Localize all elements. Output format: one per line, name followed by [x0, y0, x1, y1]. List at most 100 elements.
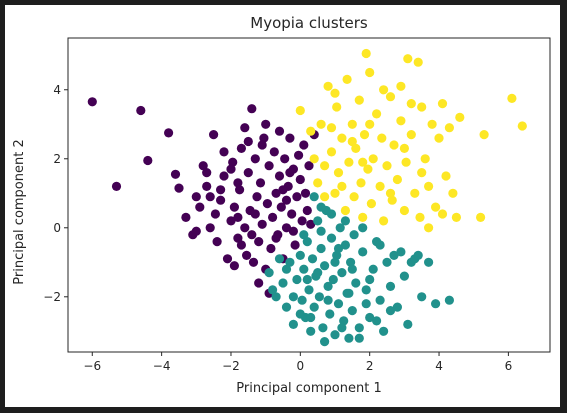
point-cluster-2-61 [365, 119, 375, 129]
point-cluster-1-71 [320, 337, 330, 347]
point-cluster-2-41 [413, 57, 423, 67]
point-cluster-1-64 [358, 223, 368, 233]
point-cluster-1-7 [295, 250, 305, 260]
point-cluster-1-47 [379, 326, 389, 336]
point-cluster-2-32 [387, 195, 397, 205]
point-cluster-1-28 [332, 250, 342, 260]
point-cluster-0-49 [281, 223, 292, 233]
point-cluster-2-58 [309, 154, 319, 164]
point-cluster-1-44 [368, 264, 378, 274]
point-cluster-1-61 [316, 202, 326, 212]
point-cluster-2-68 [399, 143, 409, 153]
y-axis-label: Principal component 2 [12, 139, 27, 284]
point-cluster-0-65 [240, 123, 250, 133]
point-cluster-0-55 [292, 192, 302, 202]
point-cluster-1-36 [346, 257, 356, 267]
point-cluster-1-13 [306, 326, 316, 336]
point-cluster-2-45 [424, 181, 434, 191]
point-cluster-2-54 [476, 212, 486, 222]
point-cluster-1-41 [358, 247, 368, 257]
point-cluster-0-80 [247, 230, 257, 240]
point-cluster-0-74 [250, 209, 260, 219]
point-cluster-0-57 [295, 174, 305, 185]
point-cluster-1-17 [313, 216, 323, 226]
point-cluster-2-13 [344, 157, 354, 167]
point-cluster-1-35 [344, 333, 354, 343]
point-cluster-2-65 [448, 188, 458, 198]
point-cluster-2-42 [415, 212, 425, 222]
point-cluster-1-58 [431, 299, 441, 309]
point-cluster-1-38 [349, 230, 359, 240]
point-cluster-0-56 [294, 150, 304, 160]
point-cluster-0-1 [111, 181, 122, 191]
point-cluster-1-60 [309, 192, 319, 202]
point-cluster-0-45 [274, 171, 285, 181]
point-cluster-1-76 [313, 268, 323, 278]
point-cluster-1-72 [337, 323, 347, 333]
point-cluster-0-46 [276, 202, 286, 212]
point-cluster-0-16 [216, 195, 226, 205]
point-cluster-0-12 [205, 192, 215, 202]
point-cluster-2-71 [396, 81, 406, 91]
point-cluster-1-27 [330, 330, 340, 340]
point-cluster-2-51 [444, 123, 454, 133]
point-cluster-0-20 [228, 157, 238, 167]
x-tick-label: 2 [366, 359, 374, 373]
point-cluster-1-56 [417, 292, 427, 302]
point-cluster-1-52 [399, 271, 409, 281]
point-cluster-2-1 [306, 126, 316, 136]
point-cluster-1-30 [335, 223, 345, 233]
point-cluster-2-74 [330, 88, 340, 98]
point-cluster-2-31 [385, 92, 396, 102]
point-cluster-2-7 [330, 188, 340, 198]
point-cluster-2-17 [354, 95, 364, 105]
x-axis: −6 −4 −2 0 2 4 6 [83, 352, 512, 373]
point-cluster-1-75 [295, 309, 305, 319]
point-cluster-2-46 [427, 119, 437, 129]
point-cluster-1-20 [318, 323, 328, 333]
point-cluster-1-15 [309, 302, 319, 312]
point-cluster-0-4 [164, 128, 174, 138]
point-cluster-0-23 [235, 185, 245, 195]
point-cluster-2-19 [358, 212, 368, 222]
point-cluster-0-10 [198, 161, 208, 171]
point-cluster-1-84 [385, 306, 396, 316]
point-cluster-2-23 [365, 67, 375, 78]
point-cluster-2-63 [406, 99, 416, 109]
point-cluster-2-2 [313, 178, 323, 188]
point-cluster-0-84 [257, 140, 267, 150]
point-cluster-1-2 [278, 278, 288, 288]
point-cluster-0-15 [212, 237, 222, 247]
point-cluster-1-63 [340, 216, 350, 226]
point-cluster-2-59 [326, 123, 337, 133]
point-cluster-0-6 [174, 183, 184, 193]
point-cluster-0-79 [233, 212, 243, 222]
point-cluster-1-18 [314, 292, 324, 302]
point-cluster-0-42 [269, 147, 279, 157]
point-cluster-1-3 [281, 302, 292, 312]
point-cluster-2-57 [517, 121, 527, 131]
point-cluster-2-33 [389, 140, 399, 150]
point-cluster-1-85 [299, 230, 309, 240]
point-cluster-1-62 [326, 209, 337, 219]
point-cluster-1-83 [344, 288, 354, 298]
point-cluster-0-78 [216, 185, 226, 195]
point-cluster-1-23 [323, 281, 333, 291]
point-cluster-2-27 [375, 181, 385, 191]
point-cluster-0-86 [243, 136, 253, 147]
point-cluster-0-25 [240, 223, 250, 233]
point-cluster-2-67 [379, 85, 389, 95]
point-cluster-1-0 [264, 268, 274, 278]
point-cluster-0-14 [210, 209, 220, 219]
point-cluster-0-19 [226, 216, 236, 226]
point-cluster-0-70 [254, 278, 264, 288]
point-cluster-2-55 [479, 130, 489, 140]
point-cluster-2-22 [363, 164, 373, 174]
point-cluster-2-18 [356, 178, 366, 188]
point-cluster-1-68 [274, 254, 285, 264]
point-cluster-1-89 [361, 299, 371, 309]
point-cluster-0-60 [300, 188, 311, 198]
point-cluster-1-8 [297, 295, 307, 305]
point-cluster-0-24 [236, 143, 246, 153]
point-cluster-0-29 [247, 104, 257, 114]
